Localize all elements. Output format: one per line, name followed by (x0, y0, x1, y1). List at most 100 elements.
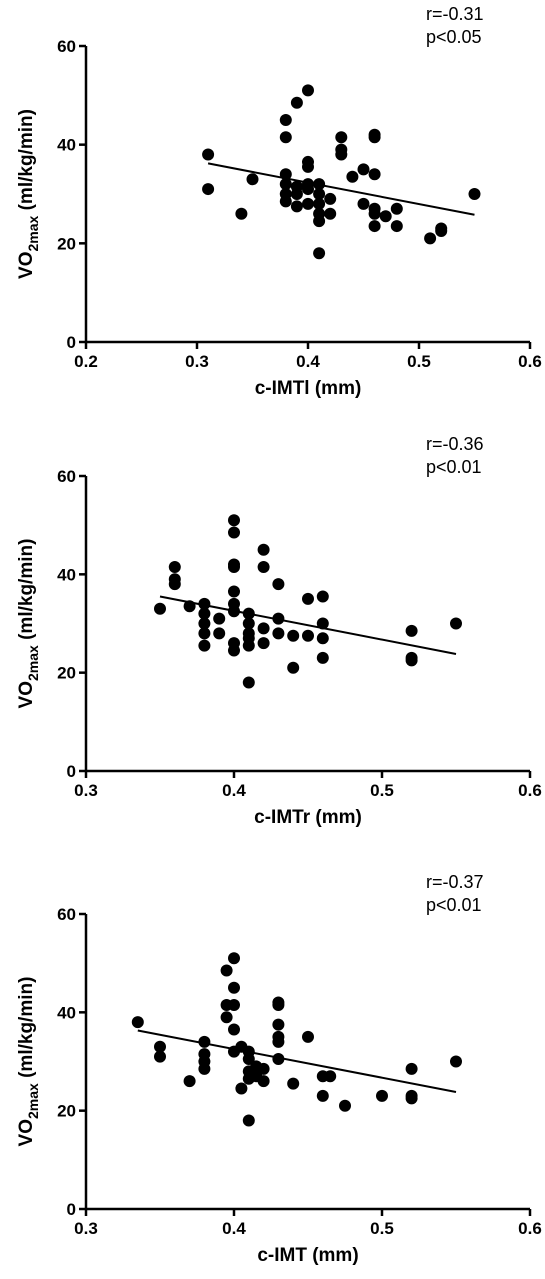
data-point (324, 1070, 337, 1083)
data-point (198, 607, 211, 620)
data-point (368, 131, 381, 144)
y-axis-label-subscript: 2max (25, 215, 41, 251)
correlation-r-label: r=-0.31 (426, 4, 484, 24)
data-point (228, 998, 240, 1011)
data-point (302, 592, 314, 605)
data-point (313, 247, 326, 260)
data-point (313, 215, 326, 228)
data-point (257, 560, 270, 573)
data-point (287, 629, 300, 642)
data-point (242, 1053, 255, 1066)
data-point (272, 612, 285, 625)
data-point (183, 600, 196, 613)
y-tick-label: 60 (57, 37, 76, 56)
data-point (450, 1055, 462, 1068)
data-point (450, 617, 462, 630)
data-point (228, 981, 240, 994)
data-point (198, 1035, 211, 1048)
data-point (228, 514, 240, 527)
correlation-r-label: r=-0.36 (426, 434, 484, 454)
data-point (272, 578, 285, 591)
y-axis-label: VO2max (ml/kg/min) (16, 977, 41, 1147)
data-point (346, 170, 359, 183)
data-point (228, 644, 240, 657)
data-point (287, 1077, 300, 1090)
regression-line (207, 162, 475, 216)
data-point (198, 1062, 211, 1075)
y-axis-label-main: VO (16, 681, 37, 708)
regression-line (137, 1029, 457, 1093)
y-tick-label: 40 (57, 565, 76, 584)
data-point (257, 622, 270, 635)
y-axis-label: VO2max (ml/kg/min) (16, 539, 41, 709)
data-point (279, 131, 292, 144)
data-point (279, 195, 292, 208)
chart-panel-2: 0 20 40 60 0.3 0.4 0.5 0.6 c-IMTr (mm) VO2max (ml… (16, 434, 542, 828)
y-tick-label: 60 (57, 905, 76, 924)
data-point (405, 624, 418, 637)
y-tick-label: 40 (57, 1003, 76, 1022)
y-tick-label: 60 (57, 467, 76, 486)
data-point (335, 148, 348, 161)
data-point (287, 661, 300, 674)
data-point (202, 183, 215, 196)
data-point (313, 197, 326, 210)
data-point (302, 160, 314, 173)
p-value-label: p<0.01 (426, 457, 482, 477)
x-axis-label: c-IMTr (mm) (254, 807, 362, 828)
data-point (198, 627, 211, 640)
data-point (279, 178, 292, 191)
data-point (272, 627, 285, 640)
y-axis-label-units: (ml/kg/min) (16, 977, 37, 1084)
data-point (198, 597, 211, 610)
data-point (272, 998, 285, 1011)
data-point (228, 526, 240, 539)
data-point (324, 192, 337, 205)
data-point (405, 1062, 418, 1075)
x-tick-label: 0.5 (370, 781, 394, 800)
chart-panel-1: 0 20 40 60 0.2 0.3 0.4 0.5 0.6 c-IMTl (mm) VO2max … (16, 4, 542, 399)
data-point (316, 651, 329, 664)
data-point (316, 590, 329, 603)
data-point (242, 676, 255, 689)
data-point (228, 585, 240, 598)
data-point (435, 225, 448, 237)
data-point (257, 1062, 270, 1075)
data-point (368, 207, 381, 220)
data-point (154, 1050, 166, 1063)
data-point (390, 202, 403, 215)
data-point (198, 639, 211, 652)
data-point (183, 1075, 196, 1088)
data-point (290, 200, 303, 213)
y-tick-label: 0 (67, 333, 76, 352)
x-tick-label: 0.2 (74, 352, 98, 371)
data-point (279, 168, 292, 181)
data-point (228, 605, 240, 618)
data-point (368, 168, 381, 181)
y-axis-label: VO2max (ml/kg/min) (16, 109, 41, 279)
data-point (213, 627, 226, 640)
y-axis-label-main: VO (16, 251, 37, 278)
data-point (202, 148, 215, 161)
y-tick-label: 0 (67, 762, 76, 781)
y-axis-label-subscript: 2max (25, 1083, 41, 1119)
data-point (220, 1011, 233, 1024)
data-point (313, 188, 326, 200)
x-tick-label: 0.5 (370, 1219, 394, 1238)
data-point (379, 210, 392, 223)
y-axis-label-units: (ml/kg/min) (16, 539, 37, 646)
p-value-label: p<0.05 (426, 27, 482, 47)
y-tick-label: 20 (57, 234, 76, 253)
data-point (424, 232, 437, 245)
data-point (242, 607, 255, 620)
data-point (468, 188, 481, 200)
data-point (368, 220, 381, 233)
data-point (242, 617, 255, 630)
data-point (316, 617, 329, 630)
x-tick-label: 0.3 (74, 781, 98, 800)
data-point (405, 654, 418, 667)
y-tick-label: 40 (57, 136, 76, 155)
data-point (290, 188, 303, 200)
data-point (168, 578, 181, 591)
